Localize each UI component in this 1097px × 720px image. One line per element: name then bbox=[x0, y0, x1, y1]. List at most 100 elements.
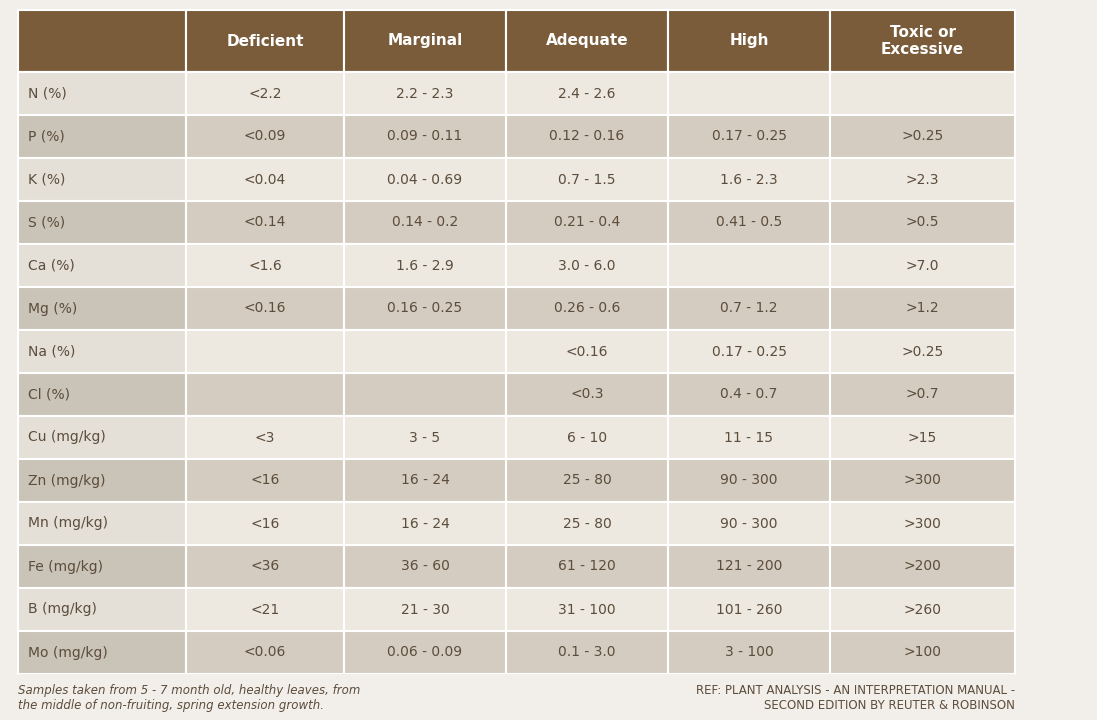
Bar bbox=[506, 545, 668, 588]
Bar bbox=[344, 244, 506, 287]
Text: REF: PLANT ANALYSIS - AN INTERPRETATION MANUAL -
SECOND EDITION BY REUTER & ROBI: REF: PLANT ANALYSIS - AN INTERPRETATION … bbox=[695, 684, 1015, 712]
Text: 0.26 - 0.6: 0.26 - 0.6 bbox=[554, 302, 620, 315]
Text: 1.6 - 2.3: 1.6 - 2.3 bbox=[721, 173, 778, 186]
Bar bbox=[506, 201, 668, 244]
Text: Ca (%): Ca (%) bbox=[29, 258, 75, 272]
Text: 0.04 - 0.69: 0.04 - 0.69 bbox=[387, 173, 463, 186]
Text: >2.3: >2.3 bbox=[906, 173, 939, 186]
Text: 121 - 200: 121 - 200 bbox=[716, 559, 782, 574]
Bar bbox=[344, 201, 506, 244]
Text: 2.2 - 2.3: 2.2 - 2.3 bbox=[396, 86, 454, 101]
Text: <0.3: <0.3 bbox=[570, 387, 603, 402]
Bar bbox=[186, 545, 344, 588]
Bar bbox=[186, 72, 344, 115]
Bar bbox=[18, 631, 186, 674]
Bar bbox=[668, 459, 830, 502]
Text: B (mg/kg): B (mg/kg) bbox=[29, 603, 97, 616]
Text: 31 - 100: 31 - 100 bbox=[558, 603, 615, 616]
Bar bbox=[18, 158, 186, 201]
Bar bbox=[18, 72, 186, 115]
Text: 61 - 120: 61 - 120 bbox=[558, 559, 615, 574]
Bar bbox=[668, 10, 830, 72]
Bar bbox=[18, 244, 186, 287]
Text: <0.16: <0.16 bbox=[566, 344, 608, 359]
Bar bbox=[344, 373, 506, 416]
Bar bbox=[830, 502, 1015, 545]
Bar bbox=[344, 545, 506, 588]
Bar bbox=[668, 373, 830, 416]
Text: 16 - 24: 16 - 24 bbox=[400, 474, 450, 487]
Text: 16 - 24: 16 - 24 bbox=[400, 516, 450, 531]
Bar bbox=[186, 330, 344, 373]
Bar bbox=[506, 244, 668, 287]
Bar bbox=[18, 10, 186, 72]
Bar bbox=[186, 10, 344, 72]
Bar bbox=[18, 115, 186, 158]
Bar bbox=[18, 674, 1015, 720]
Text: 36 - 60: 36 - 60 bbox=[400, 559, 450, 574]
Text: 21 - 30: 21 - 30 bbox=[400, 603, 450, 616]
Bar bbox=[506, 631, 668, 674]
Text: <0.06: <0.06 bbox=[244, 646, 286, 660]
Bar bbox=[186, 416, 344, 459]
Text: 0.41 - 0.5: 0.41 - 0.5 bbox=[716, 215, 782, 230]
Bar bbox=[186, 287, 344, 330]
Text: 3 - 100: 3 - 100 bbox=[725, 646, 773, 660]
Text: Fe (mg/kg): Fe (mg/kg) bbox=[29, 559, 103, 574]
Bar bbox=[18, 287, 186, 330]
Text: <1.6: <1.6 bbox=[248, 258, 282, 272]
Bar bbox=[18, 330, 186, 373]
Bar bbox=[668, 545, 830, 588]
Text: Na (%): Na (%) bbox=[29, 344, 76, 359]
Bar bbox=[830, 10, 1015, 72]
Bar bbox=[830, 115, 1015, 158]
Bar bbox=[506, 158, 668, 201]
Bar bbox=[506, 459, 668, 502]
Bar bbox=[344, 72, 506, 115]
Text: <21: <21 bbox=[250, 603, 280, 616]
Bar bbox=[186, 631, 344, 674]
Text: <0.14: <0.14 bbox=[244, 215, 286, 230]
Text: <0.09: <0.09 bbox=[244, 130, 286, 143]
Text: <2.2: <2.2 bbox=[248, 86, 282, 101]
Bar bbox=[506, 115, 668, 158]
Text: <36: <36 bbox=[250, 559, 280, 574]
Text: 90 - 300: 90 - 300 bbox=[721, 516, 778, 531]
Text: K (%): K (%) bbox=[29, 173, 66, 186]
Bar bbox=[506, 373, 668, 416]
Bar bbox=[830, 373, 1015, 416]
Bar bbox=[668, 115, 830, 158]
Text: <0.04: <0.04 bbox=[244, 173, 286, 186]
Bar bbox=[344, 158, 506, 201]
Bar bbox=[830, 588, 1015, 631]
Bar bbox=[506, 10, 668, 72]
Bar bbox=[830, 459, 1015, 502]
Bar bbox=[830, 244, 1015, 287]
Text: Mg (%): Mg (%) bbox=[29, 302, 77, 315]
Text: 101 - 260: 101 - 260 bbox=[715, 603, 782, 616]
Text: Cl (%): Cl (%) bbox=[29, 387, 70, 402]
Bar bbox=[18, 459, 186, 502]
Bar bbox=[344, 588, 506, 631]
Text: 3 - 5: 3 - 5 bbox=[409, 431, 441, 444]
Bar bbox=[344, 631, 506, 674]
Text: 0.17 - 0.25: 0.17 - 0.25 bbox=[712, 130, 787, 143]
Text: 0.1 - 3.0: 0.1 - 3.0 bbox=[558, 646, 615, 660]
Bar bbox=[668, 244, 830, 287]
Text: 1.6 - 2.9: 1.6 - 2.9 bbox=[396, 258, 454, 272]
Bar bbox=[18, 373, 186, 416]
Bar bbox=[186, 201, 344, 244]
Text: S (%): S (%) bbox=[29, 215, 65, 230]
Text: >0.25: >0.25 bbox=[902, 344, 943, 359]
Text: <16: <16 bbox=[250, 474, 280, 487]
Bar bbox=[830, 158, 1015, 201]
Bar bbox=[186, 373, 344, 416]
Text: >300: >300 bbox=[904, 474, 941, 487]
Text: Toxic or
Excessive: Toxic or Excessive bbox=[881, 24, 964, 57]
Text: N (%): N (%) bbox=[29, 86, 67, 101]
Text: Deficient: Deficient bbox=[226, 34, 304, 48]
Bar bbox=[830, 330, 1015, 373]
Bar bbox=[186, 502, 344, 545]
Text: >260: >260 bbox=[904, 603, 941, 616]
Text: >0.7: >0.7 bbox=[906, 387, 939, 402]
